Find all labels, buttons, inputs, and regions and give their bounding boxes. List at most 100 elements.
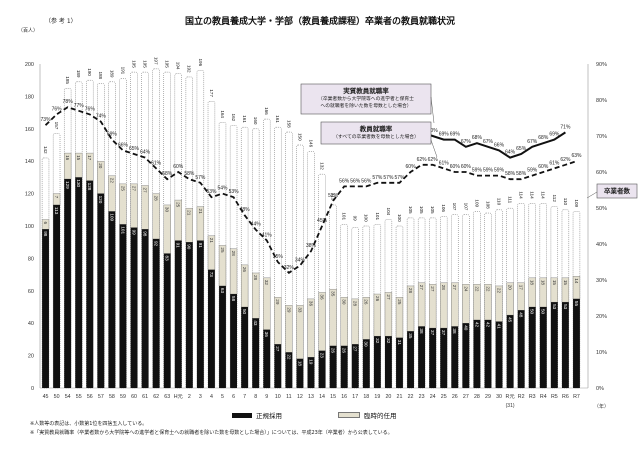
svg-text:60%: 60%	[596, 170, 607, 176]
svg-text:60%: 60%	[450, 164, 461, 170]
svg-text:195: 195	[131, 60, 136, 68]
svg-text:27: 27	[386, 294, 391, 300]
svg-text:40%: 40%	[596, 242, 607, 248]
svg-text:53: 53	[552, 304, 557, 310]
svg-text:22: 22	[485, 286, 490, 292]
svg-text:15: 15	[563, 280, 568, 286]
svg-text:57%: 57%	[394, 175, 405, 181]
svg-text:44%: 44%	[251, 222, 262, 228]
svg-text:195: 195	[142, 60, 147, 68]
svg-text:28: 28	[154, 196, 159, 202]
svg-text:50: 50	[541, 309, 546, 315]
svg-text:58%: 58%	[162, 171, 173, 177]
svg-text:14: 14	[319, 394, 325, 400]
svg-text:13: 13	[308, 394, 314, 400]
svg-text:161: 161	[242, 115, 247, 123]
svg-text:50%: 50%	[596, 206, 607, 212]
svg-text:16: 16	[65, 155, 70, 161]
svg-text:21: 21	[187, 210, 192, 216]
svg-text:16: 16	[341, 394, 347, 400]
svg-text:60%: 60%	[406, 164, 417, 170]
svg-text:58: 58	[109, 394, 115, 400]
svg-text:59%: 59%	[483, 168, 494, 174]
svg-text:101: 101	[375, 212, 380, 220]
svg-text:33: 33	[297, 307, 302, 313]
svg-text:62: 62	[153, 394, 159, 400]
svg-text:25: 25	[397, 299, 402, 305]
svg-text:56%: 56%	[339, 178, 350, 184]
svg-text:R3: R3	[529, 394, 536, 400]
svg-text:59: 59	[120, 394, 126, 400]
svg-text:25: 25	[220, 247, 225, 253]
svg-text:18: 18	[363, 394, 369, 400]
svg-text:56: 56	[87, 394, 93, 400]
svg-text:76%: 76%	[85, 106, 96, 112]
svg-text:42: 42	[485, 322, 490, 328]
svg-text:189: 189	[109, 70, 114, 78]
svg-text:40: 40	[463, 325, 468, 331]
svg-text:26: 26	[331, 348, 336, 354]
svg-text:128: 128	[87, 183, 92, 191]
svg-text:H元: H元	[174, 393, 184, 400]
svg-text:80%: 80%	[596, 98, 607, 104]
svg-text:30: 30	[364, 341, 369, 347]
svg-text:（すべての卒業者数を母数とした場合）: （すべての卒業者数を母数とした場合）	[333, 133, 419, 140]
svg-text:120: 120	[25, 192, 34, 198]
svg-text:45%: 45%	[317, 218, 328, 224]
svg-text:38%: 38%	[306, 243, 317, 249]
svg-text:32: 32	[375, 338, 380, 344]
svg-text:4: 4	[210, 394, 213, 400]
svg-text:15: 15	[76, 155, 81, 161]
svg-text:52%: 52%	[328, 193, 339, 199]
svg-text:0: 0	[31, 386, 34, 392]
svg-text:30: 30	[496, 394, 502, 400]
footnote-1: ※人数等の表記は、小数第1位を四捨五入している。	[30, 421, 148, 427]
svg-text:92: 92	[154, 241, 159, 247]
svg-text:77%: 77%	[74, 103, 85, 109]
svg-text:17: 17	[87, 155, 92, 161]
svg-text:108: 108	[485, 201, 490, 209]
svg-text:23: 23	[319, 353, 324, 359]
svg-text:67%: 67%	[527, 139, 538, 145]
svg-text:78%: 78%	[63, 99, 74, 105]
svg-text:110: 110	[563, 198, 568, 206]
svg-text:160: 160	[253, 117, 258, 125]
svg-text:69%: 69%	[439, 132, 450, 138]
svg-text:190: 190	[87, 68, 92, 76]
svg-text:61: 61	[142, 394, 148, 400]
svg-text:10: 10	[275, 394, 281, 400]
svg-text:105: 105	[419, 206, 424, 214]
svg-text:32: 32	[264, 280, 269, 286]
svg-text:99: 99	[131, 230, 136, 236]
svg-text:129: 129	[65, 181, 70, 189]
svg-text:197: 197	[154, 57, 159, 65]
svg-text:157: 157	[54, 122, 59, 130]
svg-text:63: 63	[220, 288, 225, 294]
svg-text:180: 180	[25, 94, 34, 100]
svg-text:105: 105	[408, 206, 413, 214]
svg-text:70%: 70%	[596, 134, 607, 140]
svg-text:110: 110	[496, 198, 501, 206]
svg-text:28: 28	[474, 394, 480, 400]
svg-text:27: 27	[275, 346, 280, 352]
svg-text:188: 188	[98, 71, 103, 79]
svg-text:76%: 76%	[52, 106, 63, 112]
svg-text:29: 29	[275, 299, 280, 305]
svg-text:35: 35	[408, 333, 413, 339]
svg-text:164: 164	[220, 110, 225, 118]
svg-text:30%: 30%	[596, 278, 607, 284]
svg-text:5: 5	[221, 394, 224, 400]
svg-text:2: 2	[188, 394, 191, 400]
svg-text:150: 150	[297, 133, 302, 141]
svg-text:48: 48	[519, 312, 524, 318]
svg-text:26: 26	[375, 296, 380, 302]
svg-text:61%: 61%	[151, 160, 162, 166]
svg-text:27: 27	[463, 394, 469, 400]
svg-text:25: 25	[176, 202, 181, 208]
svg-text:73: 73	[209, 272, 214, 278]
svg-text:58%: 58%	[516, 171, 527, 177]
svg-text:37: 37	[441, 330, 446, 336]
svg-text:11: 11	[286, 394, 292, 400]
svg-text:45: 45	[43, 394, 49, 400]
svg-text:19: 19	[308, 359, 313, 365]
